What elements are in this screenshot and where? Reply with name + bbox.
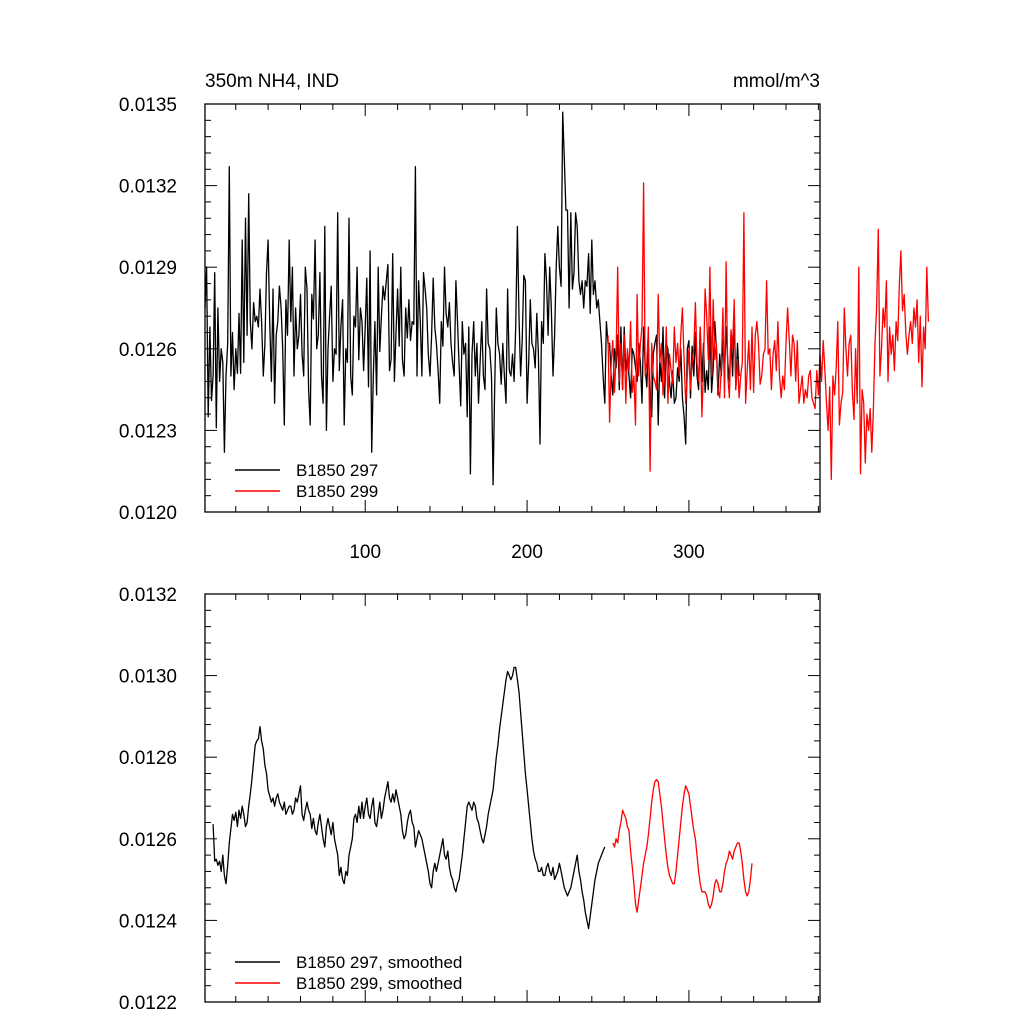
bottom-y-tick-label: 0.0126 xyxy=(119,830,177,851)
top-y-tick-label: 0.0132 xyxy=(119,177,177,198)
bottom-legend: B1850 297, smoothed B1850 299, smoothed xyxy=(235,953,462,993)
bottom-y-tick-label: 0.0122 xyxy=(119,993,177,1014)
chart-title: 350m NH4, IND xyxy=(205,71,339,92)
series-line-b1850-299 xyxy=(607,182,930,481)
bottom-panel: 0.0122 0.0124 0.0126 0.0128 0.0130 0.0132 B18… xyxy=(119,585,821,1014)
top-y-tick-label: 0.0135 xyxy=(119,95,177,116)
x-tick-label: 300 xyxy=(673,542,705,563)
bottom-y-tick-label: 0.0128 xyxy=(119,748,177,769)
bottom-y-tick-label: 0.0124 xyxy=(119,911,178,932)
series-line-b1850-297-smoothed xyxy=(212,666,606,930)
units-label: mmol/m^3 xyxy=(733,71,820,92)
legend-label-b1850-297: B1850 297 xyxy=(296,461,378,480)
x-tick-label: 200 xyxy=(511,542,543,563)
top-legend: B1850 297 B1850 299 xyxy=(235,461,378,501)
legend-label-b1850-299-smoothed: B1850 299, smoothed xyxy=(296,974,462,993)
top-panel: 350m NH4, IND mmol/m^3 0.0120 0.0123 0.012… xyxy=(119,71,930,563)
legend-label-b1850-297-smoothed: B1850 297, smoothed xyxy=(296,953,462,972)
bottom-y-tick-label: 0.0130 xyxy=(119,667,177,688)
x-tick-label: 100 xyxy=(349,542,381,563)
top-plot-frame xyxy=(204,103,821,513)
series-line-b1850-297 xyxy=(204,111,740,486)
top-y-tick-label: 0.0129 xyxy=(119,258,177,279)
top-y-tick-label: 0.0126 xyxy=(119,340,177,361)
series-line-b1850-299-smoothed xyxy=(612,778,753,913)
top-y-tick-label: 0.0123 xyxy=(119,421,177,442)
bottom-y-tick-label: 0.0132 xyxy=(119,585,177,606)
legend-label-b1850-299: B1850 299 xyxy=(296,482,378,501)
bottom-plot-frame xyxy=(204,593,821,1003)
top-y-tick-label: 0.0120 xyxy=(119,503,177,524)
